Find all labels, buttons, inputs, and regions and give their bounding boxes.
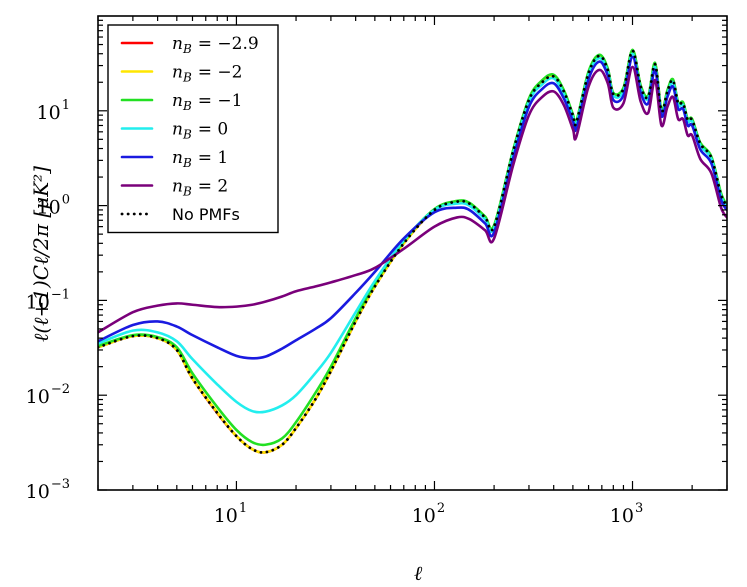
legend-label-5: nB = 2 — [172, 177, 228, 199]
legend: nB = −2.9 nB = −2 nB = −1 nB = 0 nB = 1 nB = 2 No PM… — [107, 24, 279, 234]
y-tick-label: 101 — [37, 98, 70, 124]
x-tick-label: 103 — [610, 501, 643, 527]
y-tick-label: 10−2 — [26, 382, 70, 408]
y-axis-label: ℓ(ℓ+1)Cℓ/2π [μK²] — [29, 166, 53, 342]
legend-label-2: nB = −1 — [172, 91, 243, 113]
x-axis-label: ℓ — [414, 561, 423, 585]
legend-label-0: nB = −2.9 — [172, 34, 259, 56]
series-layer — [98, 48, 727, 454]
series-line-5 — [98, 65, 727, 334]
x-tick-label: 102 — [412, 501, 445, 527]
y-tick-label: 10−3 — [26, 477, 70, 503]
plot-frame — [97, 15, 728, 491]
legend-label-6: No PMFs — [172, 205, 240, 224]
legend-label-1: nB = −2 — [172, 63, 243, 85]
series-line-2 — [98, 48, 727, 447]
legend-label-4: nB = 1 — [172, 148, 228, 170]
legend-label-3: nB = 0 — [172, 120, 228, 142]
x-tick-label: 101 — [214, 501, 247, 527]
series-line-3 — [98, 52, 727, 414]
series-line-4 — [98, 55, 727, 360]
series-line-6 — [98, 49, 727, 454]
